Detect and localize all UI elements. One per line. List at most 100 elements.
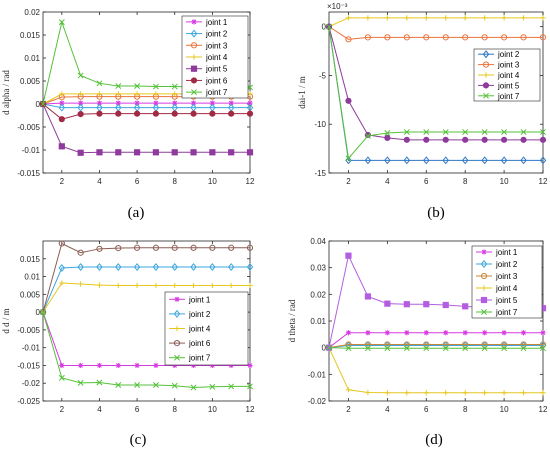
y-tick-label: 0 — [322, 23, 327, 32]
data-point — [404, 15, 410, 21]
data-point — [58, 116, 65, 123]
data-point — [462, 129, 469, 135]
legend-marker — [481, 249, 487, 255]
data-point — [520, 156, 527, 165]
legend-label: joint 1 — [495, 248, 518, 257]
legend-marker — [173, 340, 181, 347]
data-point — [134, 362, 140, 369]
y-tick-label: -0.015 — [17, 169, 40, 178]
series-line — [328, 343, 543, 349]
legend-marker — [190, 42, 198, 49]
series-joint-2 — [39, 262, 254, 317]
legend-marker — [483, 72, 489, 78]
data-point — [462, 34, 469, 41]
data-point — [345, 345, 352, 352]
data-point — [462, 136, 469, 143]
subplot-a: 2 4 6 8 10 12 -0.015 -0.01 -0.005 0 0.005 0.01 0.015… — [1, 8, 255, 221]
legend-label: joint 7 — [495, 308, 518, 317]
data-point — [209, 282, 215, 289]
data-point — [247, 362, 253, 369]
data-point — [365, 389, 371, 396]
data-point — [152, 110, 160, 117]
series-joint-6 — [39, 240, 254, 316]
data-point — [345, 155, 352, 162]
legend-marker — [482, 50, 490, 59]
series-line — [328, 332, 543, 349]
data-point — [500, 156, 508, 165]
data-point — [442, 341, 449, 348]
data-point — [384, 330, 390, 336]
data-point — [520, 390, 527, 396]
legend-label: joint 5 — [495, 296, 518, 305]
series-joint-4 — [40, 280, 253, 315]
data-point — [228, 100, 234, 106]
data-point — [482, 15, 488, 21]
data-point — [96, 110, 103, 117]
data-point — [209, 362, 215, 369]
data-point — [153, 282, 159, 289]
series-joint-3 — [325, 341, 547, 351]
data-point — [172, 100, 178, 106]
legend-label: joint 3 — [497, 61, 520, 70]
data-point — [209, 110, 216, 117]
data-point — [481, 156, 488, 165]
series-line — [42, 102, 250, 105]
data-point — [115, 282, 121, 289]
data-point — [423, 301, 430, 308]
y-axis-label: d d / m — [1, 308, 11, 333]
data-point — [96, 262, 103, 271]
data-point — [59, 280, 65, 286]
data-point — [501, 390, 507, 396]
series-joint-4 — [326, 15, 546, 30]
data-point — [171, 244, 178, 251]
y-tick-label: -0.025 — [17, 397, 40, 406]
data-point — [462, 345, 469, 352]
x-tick-label: 2 — [346, 405, 351, 414]
data-point — [228, 362, 234, 369]
data-point — [520, 129, 527, 135]
data-point — [520, 15, 527, 21]
data-point — [364, 34, 372, 41]
data-point — [423, 136, 430, 143]
x-tick-label: 6 — [135, 405, 140, 414]
data-point — [58, 143, 65, 150]
x-tick-label: 10 — [208, 405, 217, 414]
data-point — [227, 262, 235, 271]
data-point — [115, 362, 121, 369]
data-point — [96, 100, 103, 106]
data-point — [171, 110, 178, 117]
data-point — [520, 136, 527, 143]
data-point — [115, 149, 122, 156]
legend-marker — [190, 65, 198, 72]
data-point — [153, 362, 159, 369]
data-point — [59, 100, 65, 106]
legend-label: joint 5 — [205, 65, 228, 74]
y-tick-label: -0.015 — [17, 361, 40, 370]
data-point — [462, 15, 468, 21]
legend: joint 1 joint 2 joint 3 joint 4 joint 5 joint… — [181, 15, 249, 99]
data-point — [115, 100, 121, 106]
legend-label: joint 2 — [495, 260, 518, 269]
series-line — [42, 103, 250, 154]
data-point — [152, 382, 159, 388]
data-point — [209, 244, 216, 251]
data-point — [190, 100, 197, 106]
data-point — [539, 341, 547, 348]
data-point — [462, 390, 468, 396]
legend-marker — [173, 309, 181, 318]
y-tick-label: 0.01 — [310, 317, 326, 326]
data-point — [246, 244, 254, 251]
data-point — [58, 19, 65, 26]
data-point — [134, 83, 141, 90]
data-point — [345, 387, 352, 393]
x-tick-label: 4 — [385, 405, 390, 414]
data-point — [133, 149, 141, 156]
data-point — [247, 383, 253, 390]
y-axis-label: dai-1 / m — [297, 76, 307, 109]
y-tick-label: 0.01 — [24, 54, 40, 63]
legend-label: joint 3 — [495, 272, 518, 281]
data-point — [326, 344, 332, 351]
data-point — [384, 341, 391, 348]
data-point — [403, 34, 410, 41]
data-point — [364, 156, 372, 165]
